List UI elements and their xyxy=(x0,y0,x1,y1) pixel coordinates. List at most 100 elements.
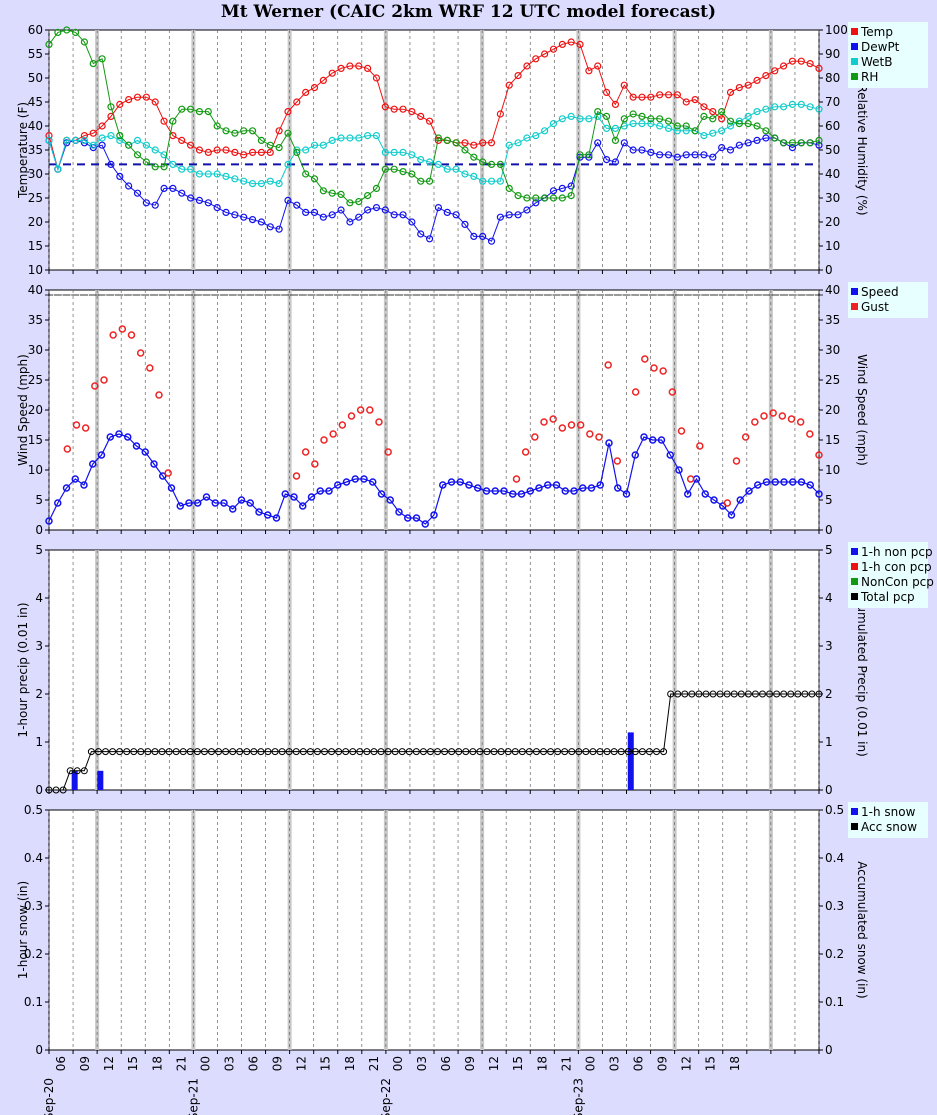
accumulated-precip-point xyxy=(321,748,329,756)
data-point-speed xyxy=(124,433,132,441)
x-tick-label: 09 xyxy=(656,1056,670,1071)
data-point-gust xyxy=(806,430,814,438)
data-point-wetb xyxy=(788,100,797,109)
data-point-rh xyxy=(806,139,814,147)
data-point-speed xyxy=(167,484,176,492)
data-point-rh xyxy=(664,117,673,125)
data-point-wetb xyxy=(470,172,478,180)
y2-tick-label: 0.3 xyxy=(825,899,844,913)
accumulated-precip-point xyxy=(179,748,187,756)
legend-swatch xyxy=(851,578,858,585)
accumulated-precip-point xyxy=(582,748,590,756)
legend-box xyxy=(848,22,928,88)
data-point-wetb xyxy=(611,124,620,132)
accumulated-precip-point xyxy=(405,748,413,756)
y2-tick-label: 20 xyxy=(825,215,840,229)
y-tick-label: 1 xyxy=(35,735,43,749)
data-point-rh xyxy=(461,146,469,154)
data-point-gust xyxy=(146,364,154,372)
accumulated-precip-point xyxy=(787,690,795,698)
data-point-dewpt xyxy=(425,235,434,243)
data-point-speed xyxy=(290,493,298,501)
data-point-speed xyxy=(421,520,429,528)
y2-tick-label: 25 xyxy=(825,373,840,387)
data-point-gust xyxy=(641,355,649,363)
data-point-wetb xyxy=(71,136,80,144)
accumulated-precip-point xyxy=(109,748,117,756)
data-point-wetb xyxy=(355,134,363,142)
legend-label: 1-h snow xyxy=(861,805,916,819)
data-point-temp xyxy=(381,103,389,111)
accumulated-precip-point xyxy=(73,767,81,775)
data-point-speed xyxy=(762,478,771,486)
y2-tick-label: 0.1 xyxy=(825,995,844,1009)
data-point-temp xyxy=(735,83,743,92)
y2-tick-label: 0 xyxy=(825,263,833,277)
y2-tick-label: 5 xyxy=(825,543,833,557)
data-point-wetb xyxy=(656,122,664,130)
data-point-speed xyxy=(342,478,351,486)
y-tick-label: 50 xyxy=(28,71,43,85)
data-point-gust xyxy=(732,457,741,465)
data-point-temp xyxy=(815,64,823,73)
y-tick-label: 0 xyxy=(35,783,43,797)
x-tick-label: 12 xyxy=(102,1056,116,1071)
data-point-dewpt xyxy=(204,199,212,207)
data-point-rh xyxy=(673,122,681,130)
x-tick-label: 12 xyxy=(295,1056,309,1071)
data-point-rh xyxy=(133,151,142,159)
data-point-rh xyxy=(337,190,345,198)
data-point-speed xyxy=(386,496,394,504)
accumulated-precip-point xyxy=(377,748,385,756)
data-point-temp xyxy=(479,139,487,147)
legend-label: Acc snow xyxy=(861,820,917,834)
data-point-speed xyxy=(570,487,578,495)
data-point-wetb xyxy=(310,141,319,149)
y-tick-label: 40 xyxy=(28,283,43,297)
data-point-dewpt xyxy=(558,184,566,192)
x-tick-label: 18 xyxy=(728,1056,742,1071)
data-point-speed xyxy=(412,514,421,522)
data-point-gust xyxy=(677,427,686,435)
data-point-rh xyxy=(718,107,726,116)
data-point-temp xyxy=(434,136,443,144)
data-point-speed xyxy=(509,490,517,498)
data-point-speed xyxy=(491,487,499,495)
data-point-rh xyxy=(98,55,106,63)
data-point-wetb xyxy=(257,180,266,188)
data-point-speed xyxy=(754,481,762,489)
y-tick-label: 2 xyxy=(35,687,43,701)
data-point-gust xyxy=(558,424,567,432)
accumulated-precip-point xyxy=(306,748,314,756)
data-point-temp xyxy=(771,67,779,75)
accumulated-precip-point xyxy=(730,690,738,698)
data-point-temp xyxy=(45,132,53,140)
data-point-speed xyxy=(80,481,88,489)
data-point-rh xyxy=(762,127,770,135)
y2-tick-label: 0.5 xyxy=(825,803,844,817)
data-point-wetb xyxy=(443,165,451,173)
data-point-rh xyxy=(523,194,531,202)
data-point-gust xyxy=(760,412,768,420)
data-point-temp xyxy=(319,76,327,85)
y2-tick-label: 80 xyxy=(825,71,840,85)
data-point-temp xyxy=(611,100,620,109)
y2-tick-label: 1 xyxy=(825,735,833,749)
data-point-gust xyxy=(531,433,539,441)
data-point-rh xyxy=(328,189,336,197)
accumulated-precip-point xyxy=(483,748,491,756)
data-point-dewpt xyxy=(151,201,159,209)
x-tick-label: 03 xyxy=(222,1056,236,1071)
accumulated-precip-point xyxy=(335,748,343,756)
data-point-gust xyxy=(540,418,548,426)
legend-swatch xyxy=(851,808,858,815)
y2-tick-label: 90 xyxy=(825,47,840,61)
data-point-rh xyxy=(364,192,372,200)
accumulated-precip-point xyxy=(363,748,371,756)
data-point-dewpt xyxy=(116,172,124,180)
accumulated-precip-point xyxy=(144,748,152,756)
data-point-rh xyxy=(213,122,221,130)
data-point-temp xyxy=(125,95,133,104)
data-point-rh xyxy=(355,198,363,206)
